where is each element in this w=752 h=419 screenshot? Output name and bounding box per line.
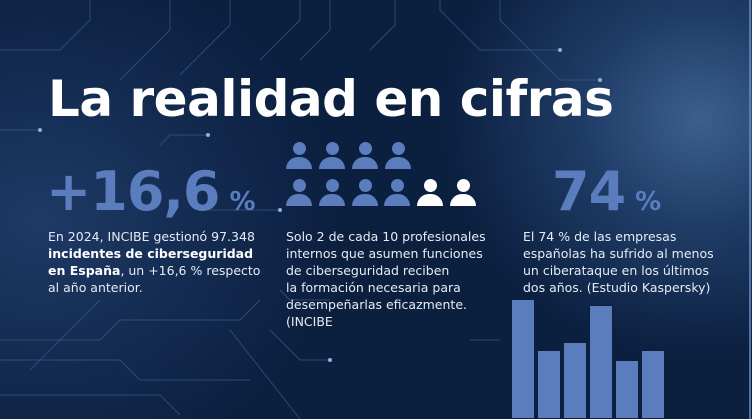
text-line: al año anterior. [48,280,143,295]
decor-bar [589,305,613,419]
stat-value: 74 [552,160,626,223]
bar-chart-icon [511,0,671,419]
text-line: desempeñarlas eficazmente. [286,297,467,312]
decor-bar [511,299,535,419]
text-line: En 2024, INCIBE gestionó 97.348 [48,229,255,244]
text-line: Solo 2 de cada 10 profesionales [286,229,486,244]
person-icon [286,179,312,206]
stat-incidents-text: En 2024, INCIBE gestionó 97.348 incident… [48,228,260,296]
person-icon [351,179,378,206]
person-icon [319,142,345,169]
stat-attacks-value: 74% [552,160,661,223]
stat-value: +16,6 [46,160,220,223]
text-line: , un +16,6 % respecto [120,263,261,278]
text-line: dos años. (Estudio Kaspersky) [523,280,711,295]
decor-bar [641,350,665,419]
decor-bar [563,342,587,419]
text-line: un ciberataque en los últimos [523,263,709,278]
text-bold: en España [48,263,121,278]
text-line: El 74 % de las empresas [523,229,677,244]
text-line: la formación necesaria para [286,280,461,295]
people-pictogram [286,142,477,216]
person-icon [352,142,378,169]
decor-bar [615,360,639,419]
stat-attacks-text: El 74 % de las empresas españolas ha suf… [523,228,714,296]
text-line: (INCIBE [286,314,333,329]
text-line: españolas ha sufrido al menos [523,246,714,261]
person-icon [318,179,345,206]
person-icon [286,142,312,169]
person-icon [384,179,411,206]
person-icon [385,142,411,169]
text-line: internos que asumen funciones [286,246,483,261]
text-line: de ciberseguridad reciben [286,263,450,278]
page-title: La realidad en cifras [48,70,614,128]
decor-bar [537,350,561,419]
text-bold: incidentes de ciberseguridad [48,246,254,261]
person-icon [450,179,477,206]
stat-unit: % [635,187,662,217]
person-icon [417,179,444,206]
stat-training-text: Solo 2 de cada 10 profesionales internos… [286,228,486,330]
stat-incidents-value: +16,6% [46,160,256,223]
stat-unit: % [229,187,256,217]
